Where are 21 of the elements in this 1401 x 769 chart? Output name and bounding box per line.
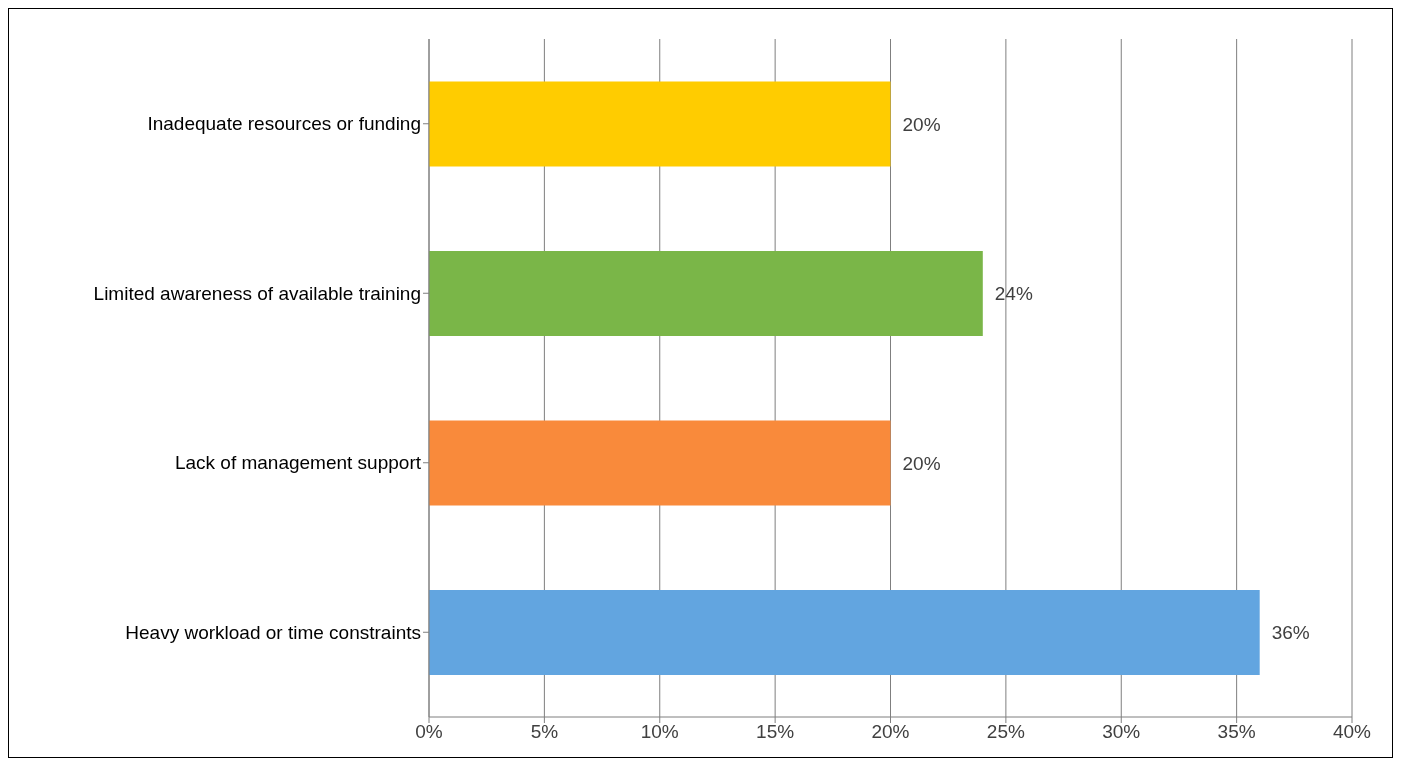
x-tick-label: 5% bbox=[530, 721, 559, 743]
data-label: 36% bbox=[1271, 622, 1310, 644]
y-tick-label: Inadequate resources or funding bbox=[147, 113, 421, 135]
x-tick-label: 10% bbox=[640, 721, 679, 743]
x-tick-label: 15% bbox=[756, 721, 795, 743]
bar bbox=[429, 589, 1260, 675]
bar bbox=[429, 250, 983, 336]
data-label: 20% bbox=[902, 113, 941, 135]
data-label: 24% bbox=[994, 283, 1033, 305]
x-tick-label: 40% bbox=[1332, 721, 1372, 743]
y-tick-label: Limited awareness of available training bbox=[93, 282, 421, 304]
x-tick-label: 25% bbox=[986, 721, 1025, 743]
x-tick-label: 30% bbox=[1102, 721, 1141, 743]
bar bbox=[429, 420, 891, 506]
bar bbox=[429, 81, 891, 167]
y-tick-label: Heavy workload or time constraints bbox=[125, 621, 421, 643]
x-tick-label: 20% bbox=[871, 721, 910, 743]
x-tick-label: 0% bbox=[415, 721, 443, 743]
data-label: 20% bbox=[902, 452, 941, 474]
x-tick-label: 35% bbox=[1217, 721, 1256, 743]
y-tick-label: Lack of management support bbox=[174, 452, 422, 474]
